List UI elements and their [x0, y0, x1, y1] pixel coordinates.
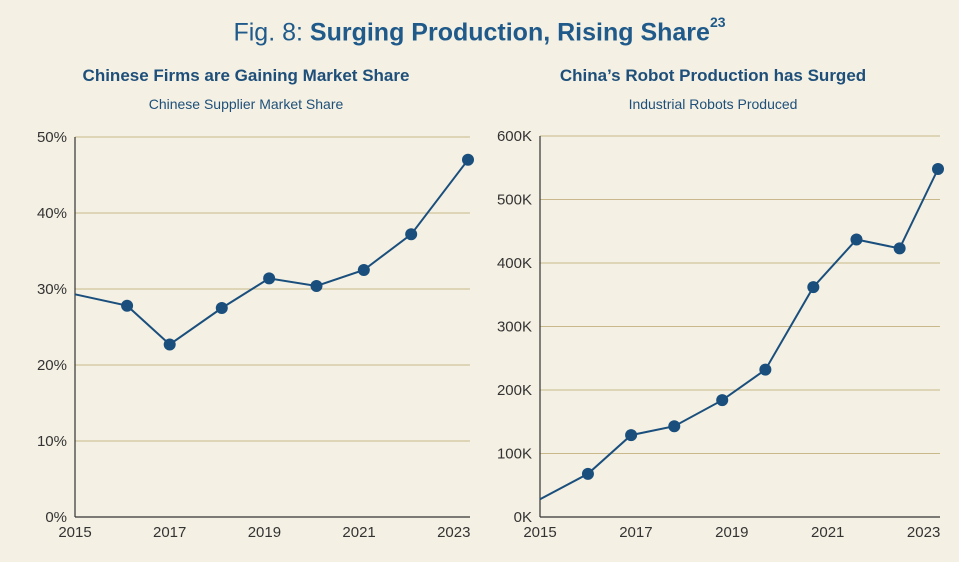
figure-main-title: Surging Production, Rising Share — [309, 18, 710, 47]
right-chart-subtitle: Industrial Robots Produced — [628, 96, 798, 112]
right-data-point — [893, 242, 906, 255]
right-data-point — [850, 233, 863, 246]
right-y-tick-label: 300K — [497, 319, 532, 336]
left-y-tick-label: 30% — [37, 281, 67, 298]
left-y-tick-label: 20% — [37, 357, 67, 374]
right-x-tick-label: 2021 — [811, 524, 844, 541]
left-x-tick-label: 2023 — [437, 524, 470, 541]
left-data-point — [357, 264, 370, 276]
left-y-tick-label: 10% — [37, 433, 67, 450]
right-data-point — [716, 394, 729, 407]
left-data-point — [215, 302, 228, 314]
right-x-tick-label: 2015 — [523, 524, 556, 541]
right-data-point — [807, 281, 820, 294]
right-y-tick-label: 600K — [497, 128, 532, 145]
footnote-marker: 23 — [709, 14, 726, 30]
figure-title: Fig. 8: Surging Production, Rising Share… — [0, 14, 959, 47]
left-data-point — [405, 228, 418, 241]
left-x-tick-label: 2015 — [58, 524, 91, 541]
left-x-tick-label: 2019 — [248, 524, 281, 541]
right-y-tick-label: 400K — [497, 255, 532, 272]
right-data-point — [668, 420, 681, 433]
left-chart-title: Chinese Firms are Gaining Market Share — [82, 66, 410, 85]
left-x-tick-label: 2017 — [153, 524, 186, 541]
right-chart-title: China’s Robot Production has Surged — [559, 66, 867, 85]
left-data-point — [462, 153, 474, 166]
left-y-tick-label: 40% — [37, 205, 67, 222]
left-y-tick-label: 0% — [45, 509, 67, 526]
left-data-point — [121, 299, 134, 312]
figure-number: Fig. 8: — [233, 18, 303, 47]
right-data-point — [625, 429, 638, 442]
right-y-tick-label: 200K — [497, 382, 532, 399]
right-y-tick-label: 0K — [514, 509, 532, 526]
left-y-tick-label: 50% — [37, 129, 67, 146]
left-data-point — [310, 279, 323, 292]
right-data-point — [932, 163, 944, 176]
right-x-tick-label: 2023 — [907, 524, 940, 541]
right-y-tick-label: 500K — [497, 192, 532, 209]
right-data-point — [581, 467, 594, 480]
right-y-tick-label: 100K — [497, 446, 532, 463]
left-x-tick-label: 2021 — [342, 524, 375, 541]
left-data-point — [263, 272, 276, 285]
right-data-point — [759, 363, 772, 376]
right-x-tick-label: 2019 — [715, 524, 748, 541]
right-x-tick-label: 2017 — [619, 524, 652, 541]
right-series-line — [539, 168, 939, 501]
left-chart-subtitle: Chinese Supplier Market Share — [148, 96, 344, 112]
left-data-point — [163, 338, 176, 351]
